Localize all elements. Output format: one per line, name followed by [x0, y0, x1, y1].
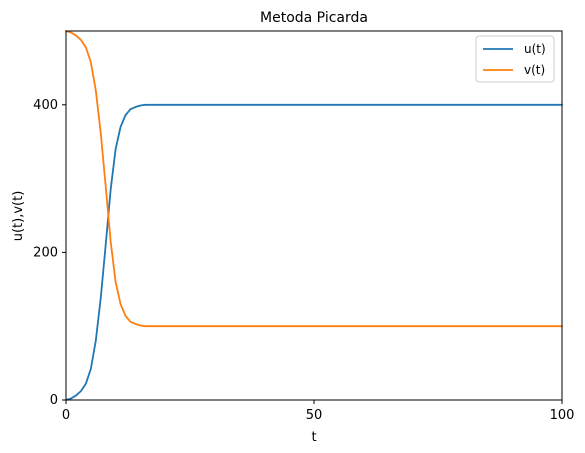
- series-layer: [65, 30, 563, 401]
- legend-label-u: u(t): [524, 42, 546, 56]
- y-tick-label: 0: [50, 393, 58, 408]
- chart-title: Metoda Picarda: [260, 10, 368, 26]
- x-tick-label: 0: [62, 408, 70, 423]
- y-axis-label: u(t),v(t): [11, 191, 26, 242]
- series-line-u-t: [65, 103, 563, 401]
- plot-frame: [65, 30, 563, 401]
- x-tick-label: 100: [550, 408, 575, 423]
- y-tick-label: 200: [33, 245, 58, 260]
- x-axis-label: t: [311, 430, 316, 445]
- legend: u(t) v(t): [475, 35, 555, 83]
- plot-area: [66, 31, 562, 400]
- axis-layer: 0 50 100 0 200 400: [33, 98, 574, 423]
- y-tick-label: 400: [33, 98, 58, 113]
- legend-label-v: v(t): [524, 63, 545, 77]
- x-tick-label: 50: [306, 408, 323, 423]
- series-line-v-t: [65, 30, 563, 328]
